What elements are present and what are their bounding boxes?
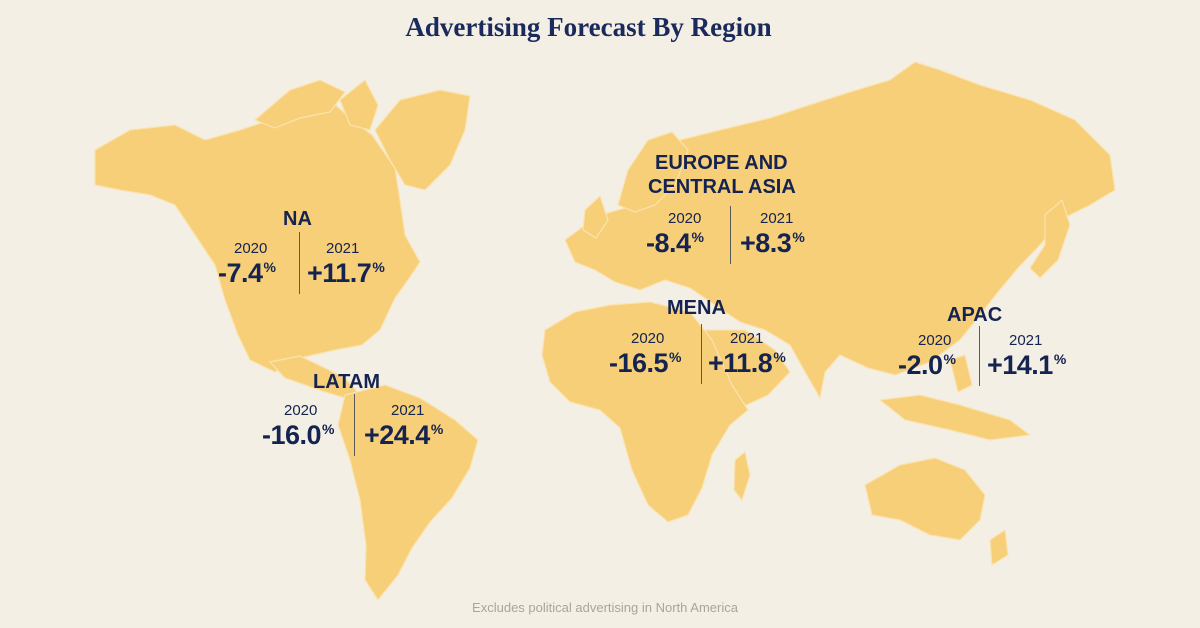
land-north-america bbox=[94, 99, 421, 373]
year-label: 2020 bbox=[631, 330, 665, 347]
year-label: 2020 bbox=[918, 332, 952, 349]
divider bbox=[730, 206, 731, 264]
region-name: LATAM bbox=[313, 371, 381, 393]
year-label: 2021 bbox=[760, 210, 794, 227]
land-uk bbox=[582, 194, 609, 239]
land-south-america bbox=[337, 384, 479, 602]
land-baffin bbox=[339, 79, 379, 131]
footnote: Excludes political advertising in North … bbox=[472, 600, 738, 615]
land-indonesia bbox=[878, 394, 1032, 441]
year-label: 2021 bbox=[326, 240, 360, 257]
region-name: APAC bbox=[947, 304, 1003, 326]
region-name-line1: EUROPE AND bbox=[655, 152, 788, 174]
value-2021: +8.3% bbox=[740, 228, 805, 258]
value-2020: -16.0% bbox=[262, 420, 334, 450]
page-title: Advertising Forecast By Region bbox=[405, 12, 772, 42]
year-label: 2021 bbox=[391, 402, 425, 419]
divider bbox=[979, 326, 980, 386]
divider bbox=[354, 394, 355, 456]
land-arctic-islands bbox=[253, 79, 346, 129]
value-2020: -16.5% bbox=[609, 348, 681, 378]
year-label: 2020 bbox=[234, 240, 268, 257]
value-2020: -2.0% bbox=[898, 350, 956, 380]
land-japan bbox=[1029, 198, 1071, 279]
land-africa bbox=[541, 301, 749, 523]
value-2020: -7.4% bbox=[218, 258, 276, 288]
land-philippines bbox=[949, 354, 973, 393]
land-greenland bbox=[374, 89, 471, 191]
year-label: 2021 bbox=[730, 330, 764, 347]
value-2020: -8.4% bbox=[646, 228, 704, 258]
region-name: MENA bbox=[667, 297, 726, 319]
land-eurasia bbox=[564, 61, 1116, 400]
region-name: NA bbox=[283, 208, 312, 230]
land-australia bbox=[864, 457, 986, 541]
region-name-line2: CENTRAL ASIA bbox=[648, 176, 796, 198]
divider bbox=[299, 232, 300, 294]
year-label: 2020 bbox=[668, 210, 702, 227]
value-2021: +11.7% bbox=[307, 258, 385, 288]
land-new-zealand bbox=[989, 528, 1009, 567]
value-2021: +14.1% bbox=[987, 350, 1066, 380]
value-2021: +24.4% bbox=[364, 420, 443, 450]
divider bbox=[701, 324, 702, 384]
value-2021: +11.8% bbox=[708, 348, 786, 378]
land-scandinavia bbox=[617, 131, 689, 213]
land-madagascar bbox=[733, 450, 751, 502]
year-label: 2021 bbox=[1009, 332, 1043, 349]
year-label: 2020 bbox=[284, 402, 318, 419]
